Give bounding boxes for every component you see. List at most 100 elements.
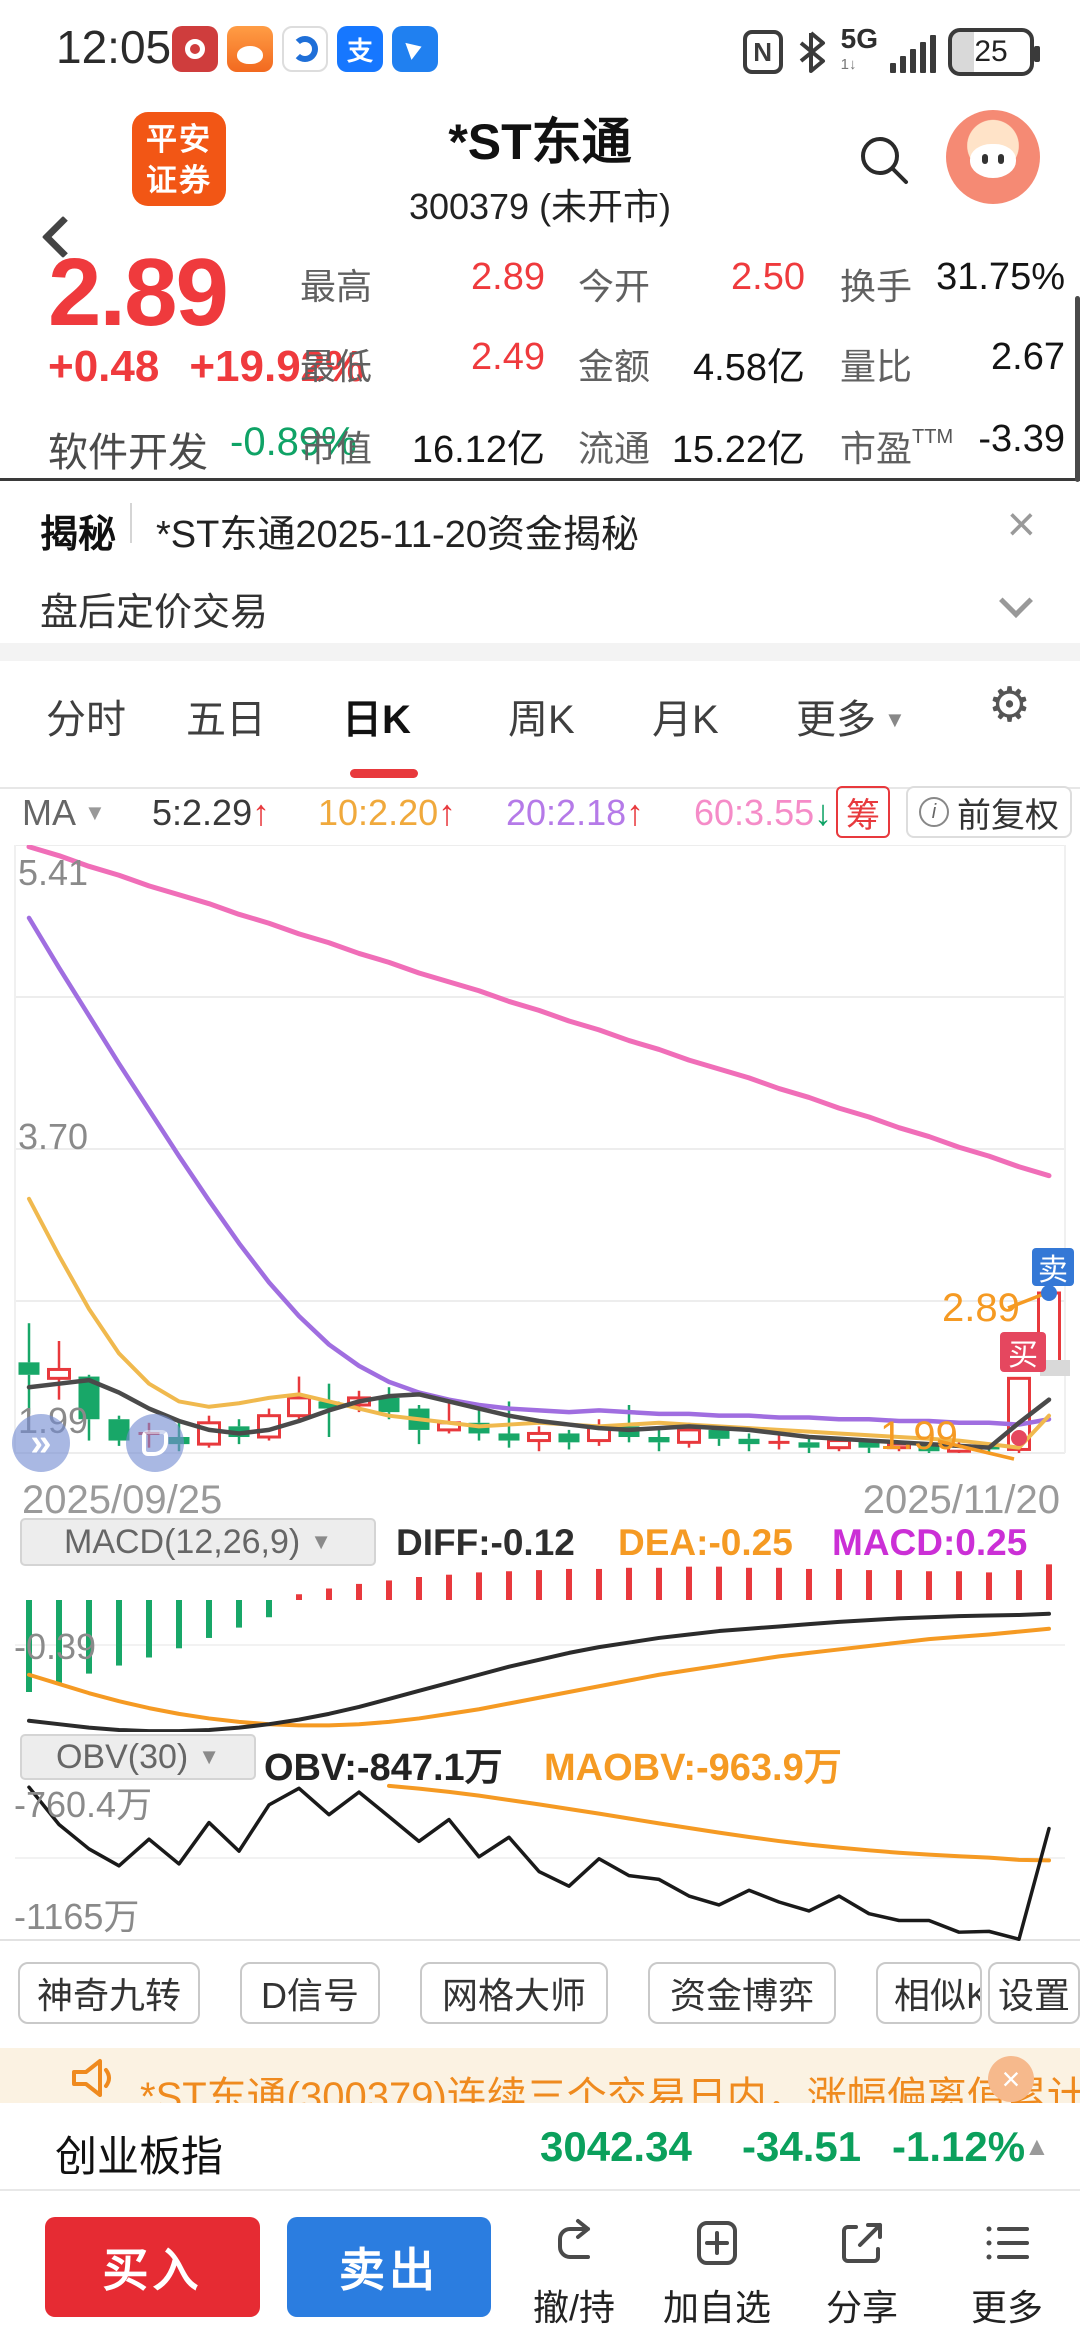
add-watchlist-button[interactable]: 加自选 — [652, 2217, 782, 2331]
sell-button[interactable]: 卖出 — [287, 2217, 491, 2317]
macd-header: MACD(12,26,9) ▼ DIFF:-0.12 DEA:-0.25 MACD… — [0, 1516, 1080, 1568]
stat-value: 15.22亿 — [671, 429, 805, 471]
tab-minute[interactable]: 分时 — [46, 698, 126, 742]
rotate-landscape-button[interactable] — [126, 1414, 184, 1472]
stat-label: 市值 — [300, 428, 373, 469]
nfc-icon: N — [742, 30, 783, 74]
tab-monthly-k[interactable]: 月K — [652, 698, 719, 742]
status-bar: 12:05 支 N 5G 1↓ 25 — [0, 0, 1080, 86]
feature-similar-k[interactable]: 相似K — [876, 1962, 982, 2024]
stat-value: 16.12亿 — [411, 429, 545, 471]
buy-button[interactable]: 买入 — [45, 2217, 260, 2317]
ma10-value: 10:2.20↑ — [318, 792, 457, 833]
obv-axis-label-bottom: -1165万 — [14, 1896, 140, 1937]
close-icon[interactable]: × — [1006, 496, 1036, 552]
active-tab-underline — [350, 769, 418, 778]
gear-icon[interactable]: ⚙ — [988, 679, 1032, 732]
obv-indicator-selector[interactable]: OBV(30) ▼ — [20, 1734, 256, 1780]
macd-hist-value: MACD:0.25 — [832, 1522, 1028, 1563]
chevron-down-icon: ▼ — [310, 1529, 332, 1554]
maobv-value: MAOBV:-963.9万 — [544, 1747, 842, 1789]
ma-legend-row: MA ▼ 5:2.29↑ 10:2.20↑ 20:2.18↑ 60:3.55↓ … — [0, 786, 1080, 844]
feature-button-row: 神奇九转 D信号 网格大师 资金博弈 相似K 设置 — [0, 1952, 1080, 2048]
lowest-price-annotation: 1.99 — [880, 1414, 958, 1458]
fast-forward-button[interactable]: » — [12, 1414, 70, 1472]
announcement-text: *ST东通(300379)连续三个交易日内，涨幅偏离值累计 — [140, 2075, 1080, 2103]
scrollbar-thumb[interactable] — [1075, 296, 1080, 482]
stat-label: 最低 — [300, 346, 373, 387]
price-change: +0.48 +19.92% — [48, 342, 365, 391]
buy-signal-badge[interactable]: 买 — [1000, 1332, 1046, 1372]
undo-icon — [558, 2219, 590, 2259]
battery-icon: 25 — [948, 28, 1040, 76]
assistant-avatar[interactable] — [946, 110, 1040, 204]
obv-value: OBV:-847.1万 — [264, 1747, 503, 1789]
kline-chart-canvas[interactable] — [0, 845, 1080, 1945]
forward-adjust-button[interactable]: i 前复权 — [906, 786, 1072, 838]
chevron-down-icon: ▼ — [198, 1744, 221, 1769]
stat-value: -3.39 — [978, 418, 1065, 460]
more-button[interactable]: 更多 — [942, 2217, 1072, 2331]
signal-bars-icon — [890, 31, 936, 73]
stat-value: 4.58亿 — [693, 347, 805, 389]
alipay-app-icon: 支 — [337, 26, 383, 72]
stat-label: 流通 — [578, 428, 651, 469]
feature-settings[interactable]: 设置 — [988, 1962, 1080, 2024]
stat-label: 量比 — [840, 346, 913, 387]
broker-logo[interactable]: 平安 证券 — [132, 112, 226, 206]
share-icon — [842, 2223, 882, 2263]
last-price: 2.89 — [48, 239, 229, 346]
reveal-news-bar[interactable]: 揭秘 *ST东通2025-11-20资金揭秘 × — [0, 485, 1080, 561]
tab-daily-k[interactable]: 日K — [342, 698, 411, 742]
highest-price-annotation: 2.89 — [942, 1286, 1020, 1330]
feature-grid-master[interactable]: 网格大师 — [420, 1962, 608, 2024]
index-value: 3042.34 — [540, 2123, 692, 2170]
industry-row[interactable]: 软件开发 -0.89% — [48, 420, 357, 475]
close-icon[interactable]: × — [988, 2056, 1034, 2102]
sell-signal-badge[interactable]: 卖 — [1032, 1248, 1074, 1287]
tab-more[interactable]: 更多 ▼ — [796, 698, 906, 742]
announcement-banner[interactable]: *ST东通(300379)连续三个交易日内，涨幅偏离值累计 × — [0, 2048, 1080, 2103]
tab-5day[interactable]: 五日 — [186, 698, 266, 742]
arrow-down-icon: ↓ — [814, 792, 833, 833]
arrow-up-icon: ↑ — [252, 792, 271, 833]
page-title: *ST东通 — [448, 114, 632, 170]
divider — [130, 503, 132, 543]
stat-value: 31.75% — [936, 256, 1065, 298]
ma60-value: 60:3.55↓ — [694, 792, 833, 833]
search-icon[interactable] — [856, 132, 912, 188]
afterhours-row[interactable]: 盘后定价交易 — [0, 561, 1080, 643]
fox-app-icon — [227, 26, 273, 72]
share-button[interactable]: 分享 — [797, 2217, 927, 2331]
feather-app-icon — [392, 26, 438, 72]
clock: 12:05 — [56, 21, 172, 73]
collapse-triangle-icon[interactable]: ▲ — [1024, 2131, 1050, 2161]
tab-weekly-k[interactable]: 周K — [508, 698, 575, 742]
stat-label: 换手 — [840, 266, 913, 307]
reveal-headline[interactable]: *ST东通2025-11-20资金揭秘 — [156, 514, 639, 556]
network-type: 5G 1↓ — [840, 23, 878, 74]
macd-diff-value: DIFF:-0.12 — [396, 1522, 575, 1563]
chevron-down-icon[interactable] — [999, 584, 1033, 618]
bank-app-icon — [282, 26, 328, 72]
stat-label: 最高 — [300, 266, 373, 307]
chart-end-date: 2025/11/20 — [862, 1478, 1060, 1522]
macd-indicator-selector[interactable]: MACD(12,26,9) ▼ — [20, 1518, 376, 1566]
chevron-down-icon: ▼ — [84, 800, 106, 825]
index-bar[interactable]: 创业板指 3042.34 -34.51 -1.12% ▲ — [0, 2103, 1080, 2191]
feature-fund-game[interactable]: 资金博弈 — [648, 1962, 836, 2024]
obv-axis-label-top: -760.4万 — [14, 1784, 153, 1825]
chip-distribution-button[interactable]: 筹 — [836, 786, 890, 838]
news-app-icon — [172, 26, 218, 72]
feature-magic-nine[interactable]: 神奇九转 — [18, 1962, 200, 2024]
macd-axis-label: -0.39 — [14, 1626, 97, 1667]
ma-dropdown[interactable]: MA ▼ — [22, 792, 106, 833]
app-header: 平安 证券 *ST东通 300379 (未开市) — [0, 86, 1080, 259]
cancel-positions-button[interactable]: 撤/持 — [509, 2217, 639, 2331]
plus-box-icon — [697, 2221, 737, 2265]
index-change: -34.51 — [742, 2123, 862, 2170]
stat-value: 2.67 — [991, 336, 1065, 378]
section-divider — [0, 478, 1080, 481]
feature-d-signal[interactable]: D信号 — [240, 1962, 380, 2024]
macd-dea-value: DEA:-0.25 — [618, 1522, 793, 1563]
